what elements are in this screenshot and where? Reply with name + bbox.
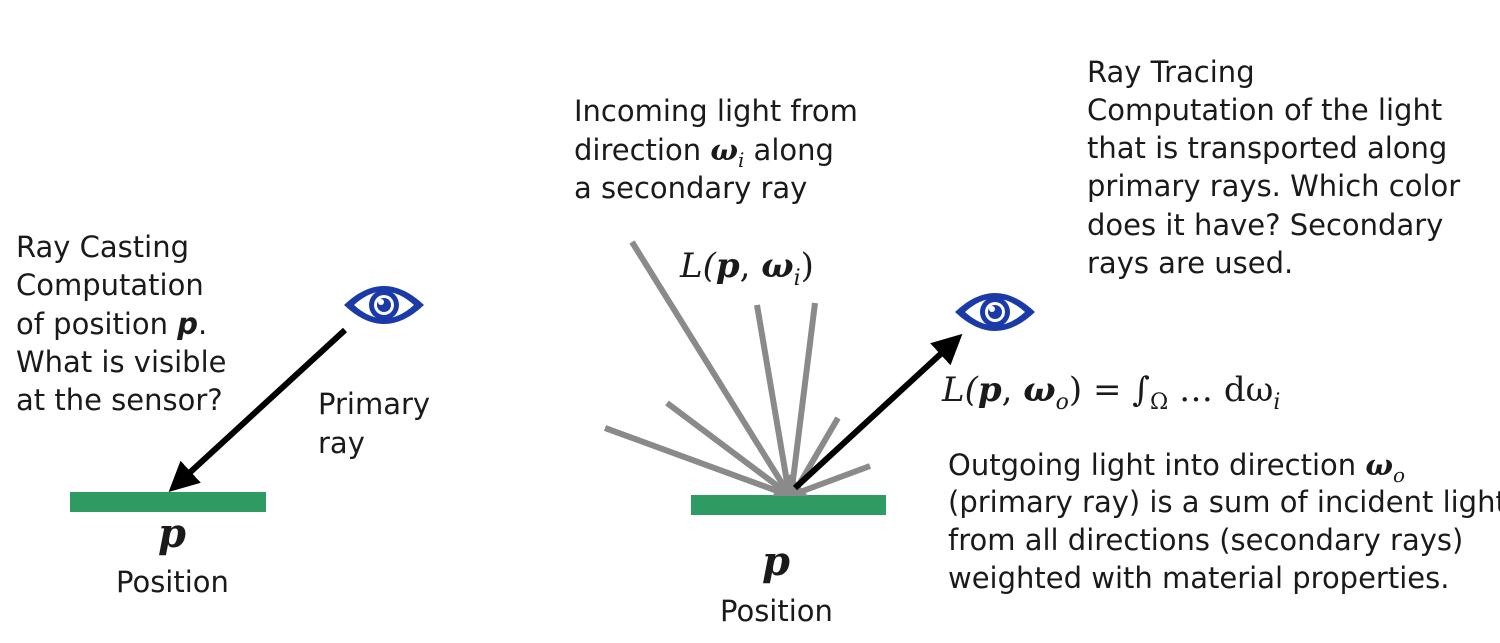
middle-point-symbol: p — [762, 538, 790, 585]
omega-i-symbol: ω — [710, 133, 738, 167]
equation-omega: ω — [1023, 370, 1056, 410]
primary-ray-label: ray — [318, 426, 365, 460]
radiance-p: p — [715, 246, 740, 286]
equation-p: p — [977, 370, 1002, 410]
equation-subscript: i — [1273, 389, 1281, 415]
eye-icon — [344, 286, 424, 324]
incoming-light-line: a secondary ray — [574, 171, 808, 205]
left-primary-ray — [168, 327, 348, 493]
outgoing-light-line: (primary ray) is a sum of incident light — [948, 485, 1500, 519]
secondary-ray — [629, 240, 788, 490]
ray-casting-desc-line: of position p. — [16, 305, 207, 343]
radiance-omega: ω — [761, 246, 794, 286]
outgoing-light-text: Outgoing light into direction — [948, 448, 1366, 482]
ray-tracing-desc-line: primary rays. Which color — [1087, 169, 1461, 203]
ray-casting-desc-line: at the sensor? — [16, 383, 223, 417]
equation-text: … dω — [1168, 370, 1274, 410]
outgoing-light-line: from all directions (secondary rays) — [948, 523, 1464, 557]
primary-ray-label: Primary — [318, 387, 431, 421]
incoming-light-line: direction ωi along — [574, 131, 834, 179]
position-symbol: p — [177, 307, 199, 341]
equation-text: = ∫ — [1082, 370, 1150, 410]
secondary-ray — [603, 425, 782, 495]
middle-position-label: Position — [720, 594, 833, 628]
left-position-label: Position — [116, 565, 229, 599]
outgoing-primary-ray — [792, 333, 963, 491]
ray-casting-desc-line: Computation — [16, 268, 204, 302]
left-surface — [70, 492, 266, 512]
ray-casting-desc-text: of position — [16, 307, 178, 341]
middle-surface — [691, 495, 886, 515]
equation-text: ) — [1068, 370, 1083, 410]
ray-tracing-title: Ray Tracing — [1087, 55, 1255, 89]
secondary-ray — [798, 463, 872, 495]
ray-casting-desc-line: What is visible — [16, 345, 227, 379]
outgoing-light-line: Outgoing light into direction ωo — [948, 446, 1405, 494]
ray-casting-title: Ray Casting — [16, 230, 190, 264]
equation-text: L( — [942, 370, 978, 410]
equation-domain: Ω — [1149, 389, 1169, 415]
secondary-ray — [754, 304, 791, 489]
incoming-light-text: direction — [574, 133, 711, 167]
secondary-arrowhead — [772, 474, 808, 496]
radiance-text: , — [739, 246, 762, 286]
secondary-ray — [789, 302, 818, 489]
ray-tracing-desc-line: that is transported along — [1087, 131, 1448, 165]
radiance-text: L( — [680, 246, 716, 286]
equation-text: , — [1001, 370, 1024, 410]
ray-tracing-desc-line: does it have? Secondary — [1087, 208, 1444, 242]
omega-o-symbol: ω — [1365, 448, 1393, 482]
omega-o-subscript: o — [1392, 462, 1406, 487]
rendering-equation: L(p, ωo) = ∫Ω … dωi — [942, 370, 1280, 415]
incoming-light-text: along — [744, 133, 834, 167]
secondary-ray — [665, 400, 785, 493]
left-point-symbol: p — [158, 510, 186, 557]
ray-casting-desc-text: . — [198, 307, 208, 341]
omega-i-subscript: i — [737, 147, 745, 172]
ray-tracing-desc-line: Computation of the light — [1087, 93, 1443, 127]
radiance-text: ) — [800, 246, 814, 286]
radiance-subscript: i — [793, 265, 801, 291]
ray-tracing-desc-line: rays are used. — [1087, 246, 1294, 280]
equation-subscript: o — [1055, 389, 1069, 415]
eye-icon — [955, 293, 1035, 331]
outgoing-light-line: weighted with material properties. — [948, 561, 1450, 595]
incoming-light-line: Incoming light from — [574, 94, 858, 128]
incoming-radiance-expression: L(p, ωi) — [680, 246, 814, 291]
